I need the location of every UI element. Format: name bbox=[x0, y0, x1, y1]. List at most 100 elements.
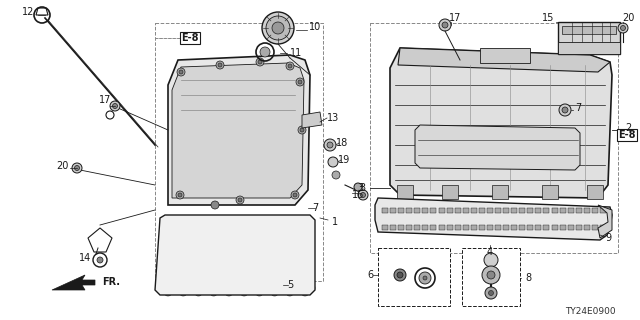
Bar bbox=[438, 208, 445, 213]
Bar bbox=[431, 225, 436, 230]
Ellipse shape bbox=[249, 137, 255, 143]
Ellipse shape bbox=[195, 145, 201, 151]
Text: 5: 5 bbox=[287, 280, 293, 290]
Ellipse shape bbox=[257, 292, 262, 296]
Bar bbox=[454, 208, 461, 213]
Bar bbox=[536, 225, 541, 230]
Circle shape bbox=[293, 193, 297, 197]
Circle shape bbox=[238, 198, 242, 202]
Bar bbox=[463, 208, 468, 213]
Polygon shape bbox=[172, 63, 304, 198]
Circle shape bbox=[74, 165, 79, 171]
Bar bbox=[495, 225, 501, 230]
Ellipse shape bbox=[311, 272, 315, 278]
Text: 1: 1 bbox=[332, 217, 338, 227]
Text: 16: 16 bbox=[352, 190, 364, 200]
Circle shape bbox=[218, 63, 222, 67]
Text: 20: 20 bbox=[56, 161, 68, 171]
Circle shape bbox=[298, 126, 306, 134]
Bar bbox=[558, 42, 620, 54]
Ellipse shape bbox=[266, 122, 292, 152]
Polygon shape bbox=[168, 55, 310, 205]
Text: FR.: FR. bbox=[102, 277, 120, 287]
Circle shape bbox=[300, 128, 304, 132]
Circle shape bbox=[288, 64, 292, 68]
Circle shape bbox=[328, 157, 338, 167]
Circle shape bbox=[72, 163, 82, 173]
Circle shape bbox=[291, 191, 299, 199]
Ellipse shape bbox=[180, 292, 186, 296]
Circle shape bbox=[324, 139, 336, 151]
Text: 4: 4 bbox=[487, 247, 493, 257]
Polygon shape bbox=[302, 112, 322, 128]
Circle shape bbox=[621, 26, 625, 30]
Circle shape bbox=[110, 101, 120, 111]
Ellipse shape bbox=[239, 125, 265, 155]
Ellipse shape bbox=[241, 214, 247, 218]
Ellipse shape bbox=[222, 140, 228, 147]
Bar bbox=[536, 208, 541, 213]
Text: 11: 11 bbox=[290, 48, 302, 58]
Ellipse shape bbox=[311, 285, 315, 291]
Text: 17: 17 bbox=[449, 13, 461, 23]
Bar bbox=[503, 225, 509, 230]
Ellipse shape bbox=[160, 259, 164, 265]
Bar bbox=[559, 225, 566, 230]
Circle shape bbox=[484, 253, 498, 267]
Circle shape bbox=[482, 266, 500, 284]
Circle shape bbox=[266, 16, 290, 40]
Bar bbox=[542, 185, 558, 199]
Bar bbox=[471, 225, 477, 230]
Bar bbox=[519, 225, 525, 230]
Bar bbox=[398, 208, 404, 213]
Bar bbox=[414, 225, 420, 230]
Circle shape bbox=[97, 257, 103, 263]
Bar bbox=[592, 208, 598, 213]
Ellipse shape bbox=[257, 214, 262, 218]
Bar bbox=[552, 225, 557, 230]
Circle shape bbox=[439, 19, 451, 31]
Bar bbox=[487, 225, 493, 230]
Ellipse shape bbox=[302, 214, 308, 218]
Bar bbox=[492, 185, 508, 199]
Circle shape bbox=[296, 78, 304, 86]
Circle shape bbox=[298, 80, 302, 84]
Circle shape bbox=[423, 276, 427, 280]
Circle shape bbox=[177, 68, 185, 76]
Ellipse shape bbox=[234, 120, 270, 160]
Circle shape bbox=[211, 201, 219, 209]
Ellipse shape bbox=[271, 128, 287, 146]
Text: 3: 3 bbox=[357, 183, 363, 193]
Bar bbox=[568, 225, 573, 230]
Circle shape bbox=[559, 104, 571, 116]
Circle shape bbox=[354, 183, 362, 191]
Ellipse shape bbox=[211, 292, 217, 296]
Bar bbox=[576, 225, 582, 230]
Polygon shape bbox=[155, 215, 315, 295]
Ellipse shape bbox=[534, 200, 556, 210]
Bar bbox=[480, 48, 530, 63]
Circle shape bbox=[360, 193, 365, 197]
Ellipse shape bbox=[190, 139, 206, 157]
Text: 7: 7 bbox=[575, 103, 581, 113]
Ellipse shape bbox=[160, 232, 164, 238]
Bar bbox=[155, 23, 323, 281]
Ellipse shape bbox=[244, 131, 260, 149]
Ellipse shape bbox=[195, 214, 202, 218]
Bar bbox=[479, 225, 485, 230]
Ellipse shape bbox=[180, 214, 186, 218]
Ellipse shape bbox=[311, 259, 315, 265]
Ellipse shape bbox=[195, 292, 202, 296]
Ellipse shape bbox=[185, 133, 211, 163]
Ellipse shape bbox=[311, 232, 315, 238]
Bar bbox=[527, 225, 533, 230]
Bar bbox=[559, 208, 566, 213]
Bar bbox=[438, 225, 445, 230]
Bar bbox=[600, 208, 606, 213]
Ellipse shape bbox=[226, 214, 232, 218]
Bar bbox=[584, 225, 590, 230]
Circle shape bbox=[176, 191, 184, 199]
Polygon shape bbox=[52, 275, 95, 290]
Ellipse shape bbox=[287, 292, 292, 296]
Bar bbox=[576, 208, 582, 213]
